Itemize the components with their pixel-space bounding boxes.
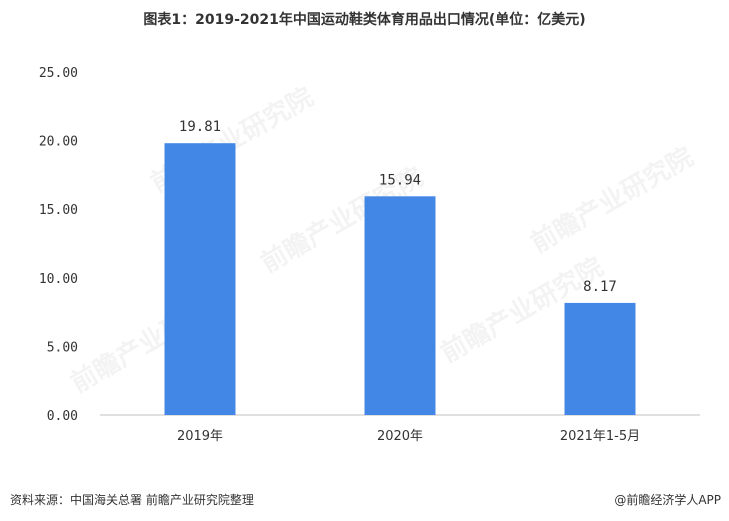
y-tick-label: 0.00 [47,409,78,424]
y-tick-label: 20.00 [39,135,78,150]
x-tick-label: 2020年 [377,429,423,444]
x-tick-label: 2021年1-5月 [560,429,640,444]
brand-label: @前瞻经济学人APP [614,493,721,507]
chart-title: 图表1：2019-2021年中国运动鞋类体育用品出口情况(单位：亿美元) [143,12,586,28]
bar-value-label: 8.17 [583,279,617,295]
bar [564,302,636,415]
bar [164,143,236,416]
y-tick-label: 15.00 [39,203,78,218]
bar [364,196,436,415]
bar-value-label: 19.81 [179,119,221,135]
bar-value-label: 15.94 [379,172,421,188]
y-tick-label: 10.00 [39,272,78,287]
source-note: 资料来源：中国海关总署 前瞻产业研究院整理 [10,493,254,507]
y-tick-label: 25.00 [39,66,78,81]
y-tick-label: 5.00 [47,340,78,355]
x-tick-label: 2019年 [177,429,223,444]
